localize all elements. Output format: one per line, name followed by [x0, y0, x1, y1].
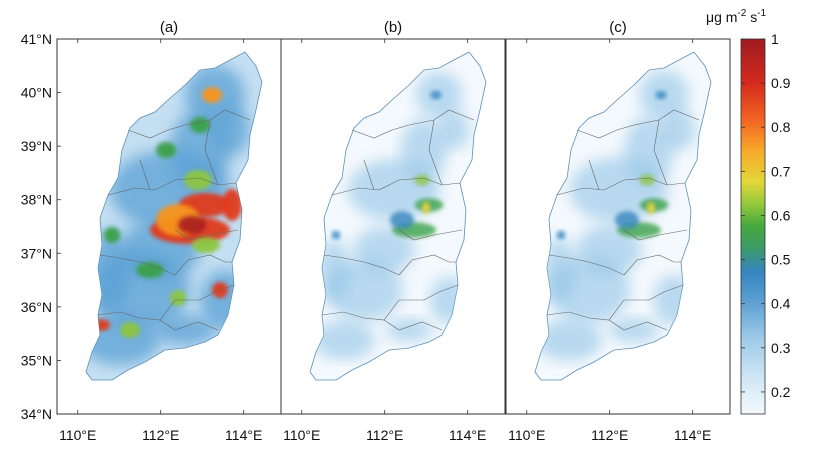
district-border	[548, 254, 625, 276]
district-border	[321, 299, 400, 321]
x-tick-label: 112°E	[366, 427, 403, 443]
district-border	[399, 284, 459, 301]
district-border	[608, 319, 668, 331]
x-tick-label: 112°E	[142, 427, 179, 443]
district-border	[623, 229, 688, 241]
x-tick-label: 114°E	[449, 427, 486, 443]
panel-label: (a)	[160, 19, 178, 36]
colorbar-gradient	[740, 38, 766, 415]
map-panel-a: (a) 110°E 112°E 114°E	[56, 19, 282, 443]
province-map	[309, 51, 487, 381]
district-border	[546, 299, 625, 321]
concentration-field	[536, 70, 696, 361]
colorbar-tick-label: 0.9	[771, 75, 791, 91]
colorbar-tick-label: 0.2	[771, 384, 791, 400]
district-border	[174, 229, 239, 241]
colorbar-tick-label: 0.6	[771, 207, 791, 223]
colorbar-unit: μg m-2 s-1	[706, 8, 767, 25]
district-border	[139, 159, 151, 191]
x-tick-label: 114°E	[225, 427, 262, 443]
x-tick-label: 112°E	[591, 427, 628, 443]
map-panel-b: (b) 110°E 112°E 114°E	[280, 19, 506, 443]
colorbar-tick-label: 0.4	[771, 296, 791, 312]
district-border	[363, 159, 375, 191]
district-border	[175, 284, 235, 301]
panel-label: (c)	[609, 19, 627, 36]
y-tick-label: 34°N	[21, 406, 52, 422]
district-border	[398, 254, 456, 276]
province-map	[534, 51, 712, 381]
district-border	[576, 109, 700, 139]
colorbar-tick-label: 0.8	[771, 119, 791, 135]
district-border	[428, 119, 443, 186]
district-border	[398, 229, 463, 241]
district-border	[653, 119, 668, 186]
district-border	[588, 159, 600, 191]
district-border	[127, 109, 251, 139]
district-border	[623, 254, 681, 276]
y-tick-label: 35°N	[21, 352, 52, 368]
district-border	[323, 254, 400, 276]
y-axis: 41°N 40°N 39°N 38°N 37°N 36°N 35°N 34°N	[21, 31, 61, 422]
y-tick-label: 41°N	[21, 31, 52, 47]
colorbar-tick-label: 1	[771, 31, 779, 47]
y-tick-label: 38°N	[21, 192, 52, 208]
concentration-field	[86, 65, 250, 365]
concentration-field	[313, 71, 470, 360]
y-tick-label: 36°N	[21, 299, 52, 315]
map-panel-c: (c) 110°E 112°E 114°E	[505, 19, 731, 443]
colorbar-tick-label: 0.7	[771, 163, 791, 179]
y-tick-label: 39°N	[21, 138, 52, 154]
x-tick-label: 110°E	[508, 427, 545, 443]
district-border	[624, 284, 684, 301]
district-border	[159, 319, 219, 331]
district-border	[383, 319, 443, 331]
panel-label: (b)	[384, 19, 402, 36]
district-border	[99, 254, 176, 276]
province-map	[85, 51, 263, 381]
district-border	[204, 119, 219, 186]
colorbar-tick-label: 0.3	[771, 340, 791, 356]
colorbar: 1 0.9 0.8 0.7 0.6 0.5 0.4 0.3 0.2 μg m-2 s-1	[706, 8, 791, 415]
district-border	[97, 299, 176, 321]
colorbar-tick-label: 0.5	[771, 252, 791, 268]
x-tick-label: 110°E	[59, 427, 96, 443]
y-tick-label: 37°N	[21, 245, 52, 261]
district-border	[351, 109, 475, 139]
district-border	[174, 254, 232, 276]
x-tick-label: 110°E	[283, 427, 320, 443]
x-tick-label: 114°E	[674, 427, 711, 443]
y-tick-label: 40°N	[21, 85, 52, 101]
